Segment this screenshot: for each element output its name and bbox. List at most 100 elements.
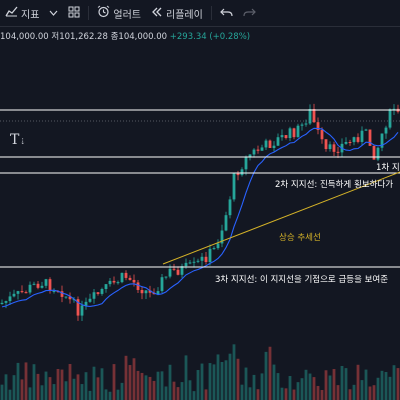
volume-bar bbox=[244, 367, 248, 400]
volume-bar bbox=[224, 360, 228, 400]
volume-bar bbox=[284, 388, 288, 400]
top-toolbar: 지표 얼러트 리플레이 bbox=[0, 0, 400, 27]
candle-body bbox=[256, 149, 260, 151]
volume-bar bbox=[288, 376, 292, 400]
candle-body bbox=[196, 260, 200, 262]
volume-bar bbox=[320, 389, 324, 400]
undo-button[interactable] bbox=[215, 0, 238, 26]
volume-bar bbox=[344, 368, 348, 400]
candle-body bbox=[276, 137, 280, 146]
candle-body bbox=[220, 230, 224, 244]
candle-body bbox=[12, 293, 16, 297]
candle-body bbox=[344, 142, 348, 144]
candle-body bbox=[348, 142, 352, 144]
candle-body bbox=[260, 147, 264, 151]
volume-bar bbox=[252, 374, 256, 400]
volume-bar bbox=[228, 353, 232, 400]
volume-bar bbox=[144, 375, 148, 400]
candle-body bbox=[136, 282, 140, 290]
volume-bar bbox=[116, 389, 120, 400]
volume-bar bbox=[152, 380, 156, 400]
volume-bar bbox=[188, 380, 192, 400]
undo-icon bbox=[219, 7, 233, 20]
volume-bar bbox=[156, 371, 160, 400]
candle-body bbox=[80, 305, 84, 316]
candle-body bbox=[176, 269, 180, 275]
candle-body bbox=[368, 129, 372, 146]
candle-body bbox=[68, 296, 72, 300]
volume-bar bbox=[128, 365, 132, 400]
chevron-down-icon bbox=[49, 8, 58, 19]
volume-bar bbox=[104, 389, 108, 400]
indicators-icon bbox=[5, 6, 18, 20]
volume-bar bbox=[236, 358, 240, 400]
toolbar-divider bbox=[210, 6, 212, 20]
candle-body bbox=[280, 135, 284, 138]
replay-button[interactable]: 리플레이 bbox=[146, 0, 208, 26]
candle-body bbox=[124, 272, 128, 278]
indicators-dropdown[interactable] bbox=[44, 0, 63, 26]
candle-body bbox=[92, 292, 96, 299]
candle-body bbox=[244, 157, 248, 170]
candle-body bbox=[140, 289, 144, 294]
volume-bar bbox=[372, 385, 376, 400]
volume-bar bbox=[296, 382, 300, 400]
volume-bar bbox=[36, 373, 40, 400]
price-chart[interactable]: 1차 지지 2차 지지선: 진득하게 횡보하다가 3차 지지선: 이 지지선을 … bbox=[0, 44, 400, 400]
open-value: 104,000.00 bbox=[0, 32, 49, 42]
volume-bar bbox=[100, 368, 104, 400]
volume-bar bbox=[24, 362, 28, 400]
candle-body bbox=[156, 291, 160, 295]
close-prefix: 종 bbox=[110, 32, 119, 42]
replay-icon bbox=[151, 7, 163, 20]
candle-body bbox=[112, 280, 116, 283]
candle-body bbox=[168, 268, 172, 277]
volume-bar bbox=[108, 391, 112, 400]
volume-bar bbox=[332, 369, 336, 400]
candle-body bbox=[312, 109, 316, 123]
low-value: 101,262.28 bbox=[59, 32, 108, 42]
volume-bar bbox=[140, 372, 144, 400]
volume-bar bbox=[180, 382, 184, 400]
text-tool-icon[interactable]: T⇣ bbox=[10, 132, 27, 148]
candle-body bbox=[240, 169, 244, 176]
indicators-button[interactable]: 지표 bbox=[0, 0, 44, 26]
volume-bar bbox=[184, 355, 188, 400]
volume-bar bbox=[312, 377, 316, 400]
candle-body bbox=[96, 292, 100, 294]
ohlc-legend: 104,000.00 저101,262.28 종104,000.00 +293.… bbox=[0, 30, 250, 42]
volume-bar bbox=[268, 346, 272, 400]
volume-bar bbox=[356, 364, 360, 400]
candle-body bbox=[172, 268, 176, 270]
candle-body bbox=[132, 279, 136, 283]
volume-bar bbox=[32, 364, 36, 400]
volume-bar bbox=[120, 382, 124, 400]
volume-bar bbox=[52, 384, 56, 400]
volume-bar bbox=[16, 362, 20, 400]
volume-bar bbox=[160, 371, 164, 400]
candle-body bbox=[272, 145, 276, 148]
volume-bar bbox=[84, 372, 88, 400]
layout-button[interactable] bbox=[63, 0, 85, 26]
candle-body bbox=[24, 292, 28, 294]
trend-line-label: 상승 추세선 bbox=[279, 232, 321, 243]
alert-button[interactable]: 얼러트 bbox=[92, 0, 146, 26]
volume-bar bbox=[192, 391, 196, 400]
volume-bar bbox=[340, 365, 344, 400]
candle-body bbox=[76, 299, 80, 316]
volume-bar bbox=[8, 389, 12, 400]
volume-bar bbox=[176, 387, 180, 400]
candle-body bbox=[380, 133, 384, 148]
support-3-label: 3차 지지선: 이 지지선을 기점으로 급등을 보여준 bbox=[215, 274, 388, 285]
candle-body bbox=[372, 145, 376, 160]
volume-bar bbox=[364, 369, 368, 400]
volume-bar bbox=[48, 377, 52, 400]
candle-body bbox=[384, 127, 388, 134]
candle-body bbox=[144, 290, 148, 294]
volume-bar bbox=[80, 384, 84, 400]
redo-button[interactable] bbox=[238, 0, 261, 26]
candle-body bbox=[224, 215, 228, 231]
candle-body bbox=[356, 137, 360, 142]
candle-body bbox=[108, 280, 112, 285]
volume-bar bbox=[124, 355, 128, 400]
